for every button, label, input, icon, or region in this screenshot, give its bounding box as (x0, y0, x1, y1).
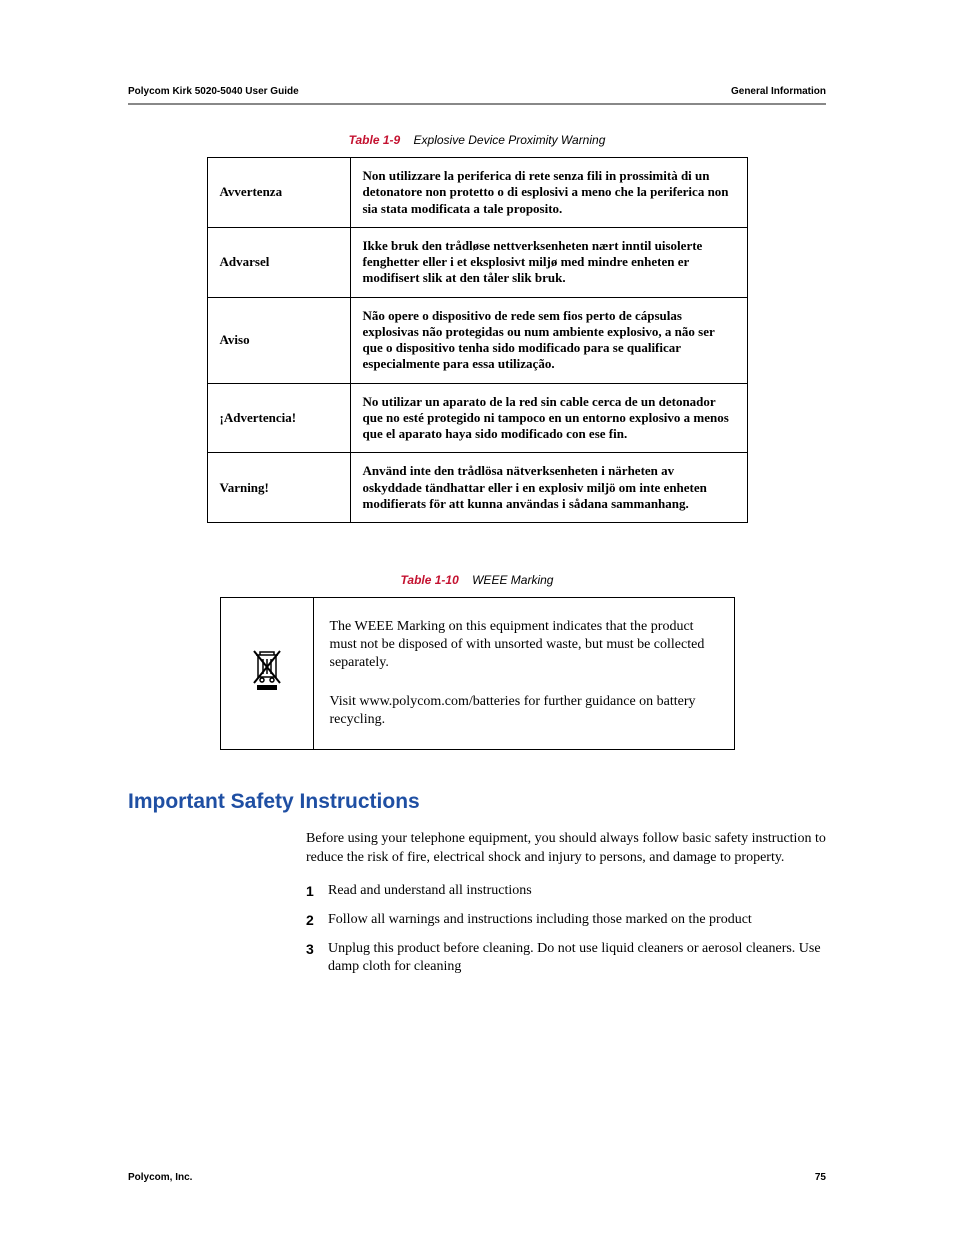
table9-caption-label: Table 1-9 (349, 133, 401, 147)
table10-caption-text: WEEE Marking (472, 573, 553, 587)
item-number: 1 (306, 882, 328, 901)
list-item: 1 Read and understand all instructions (306, 882, 826, 901)
page: Polycom Kirk 5020-5040 User Guide Genera… (0, 0, 954, 1235)
item-number: 2 (306, 911, 328, 930)
item-text: Follow all warnings and instructions inc… (328, 911, 752, 930)
table10-caption: Table 1-10 WEEE Marking (128, 573, 826, 587)
item-text: Unplug this product before cleaning. Do … (328, 940, 826, 978)
warning-label: ¡Advertencia! (207, 383, 350, 453)
warning-text: Não opere o dispositivo de rede sem fios… (350, 297, 747, 383)
warning-label: Advarsel (207, 227, 350, 297)
page-footer: Polycom, Inc. 75 (128, 1172, 826, 1183)
header-right: General Information (731, 86, 826, 97)
table-row: The WEEE Marking on this equipment indic… (220, 598, 734, 750)
table10-caption-label: Table 1-10 (401, 573, 459, 587)
instruction-list: 1 Read and understand all instructions 2… (306, 882, 826, 978)
item-text: Read and understand all instructions (328, 882, 532, 901)
warning-label: Avvertenza (207, 158, 350, 228)
section-heading: Important Safety Instructions (128, 790, 826, 814)
list-item: 3 Unplug this product before cleaning. D… (306, 940, 826, 978)
weee-para2: Visit www.polycom.com/batteries for furt… (330, 693, 718, 729)
section-intro: Before using your telephone equipment, y… (306, 830, 826, 868)
page-header: Polycom Kirk 5020-5040 User Guide Genera… (128, 86, 826, 103)
weee-bin-icon (250, 649, 284, 691)
warning-label: Aviso (207, 297, 350, 383)
table-row: Varning! Använd inte den trådlösa nätver… (207, 453, 747, 523)
warning-label: Varning! (207, 453, 350, 523)
table9-caption: Table 1-9 Explosive Device Proximity War… (128, 133, 826, 147)
table-row: ¡Advertencia! No utilizar un aparato de … (207, 383, 747, 453)
table9: Avvertenza Non utilizzare la periferica … (207, 157, 748, 523)
warning-text: Ikke bruk den trådløse nettverksenheten … (350, 227, 747, 297)
header-rule (128, 103, 826, 105)
footer-page-number: 75 (815, 1172, 826, 1183)
table10: The WEEE Marking on this equipment indic… (220, 597, 735, 750)
section-body: Before using your telephone equipment, y… (306, 830, 826, 977)
table-row: Avvertenza Non utilizzare la periferica … (207, 158, 747, 228)
warning-text: Non utilizzare la periferica di rete sen… (350, 158, 747, 228)
table-row: Advarsel Ikke bruk den trådløse nettverk… (207, 227, 747, 297)
weee-icon-cell (220, 598, 313, 750)
table9-caption-text: Explosive Device Proximity Warning (414, 133, 606, 147)
list-item: 2 Follow all warnings and instructions i… (306, 911, 826, 930)
item-number: 3 (306, 940, 328, 959)
weee-para1: The WEEE Marking on this equipment indic… (330, 618, 718, 673)
warning-text: No utilizar un aparato de la red sin cab… (350, 383, 747, 453)
warning-text: Använd inte den trådlösa nätverksenheten… (350, 453, 747, 523)
footer-left: Polycom, Inc. (128, 1172, 192, 1183)
header-left: Polycom Kirk 5020-5040 User Guide (128, 86, 299, 97)
weee-text-cell: The WEEE Marking on this equipment indic… (313, 598, 734, 750)
table-row: Aviso Não opere o dispositivo de rede se… (207, 297, 747, 383)
